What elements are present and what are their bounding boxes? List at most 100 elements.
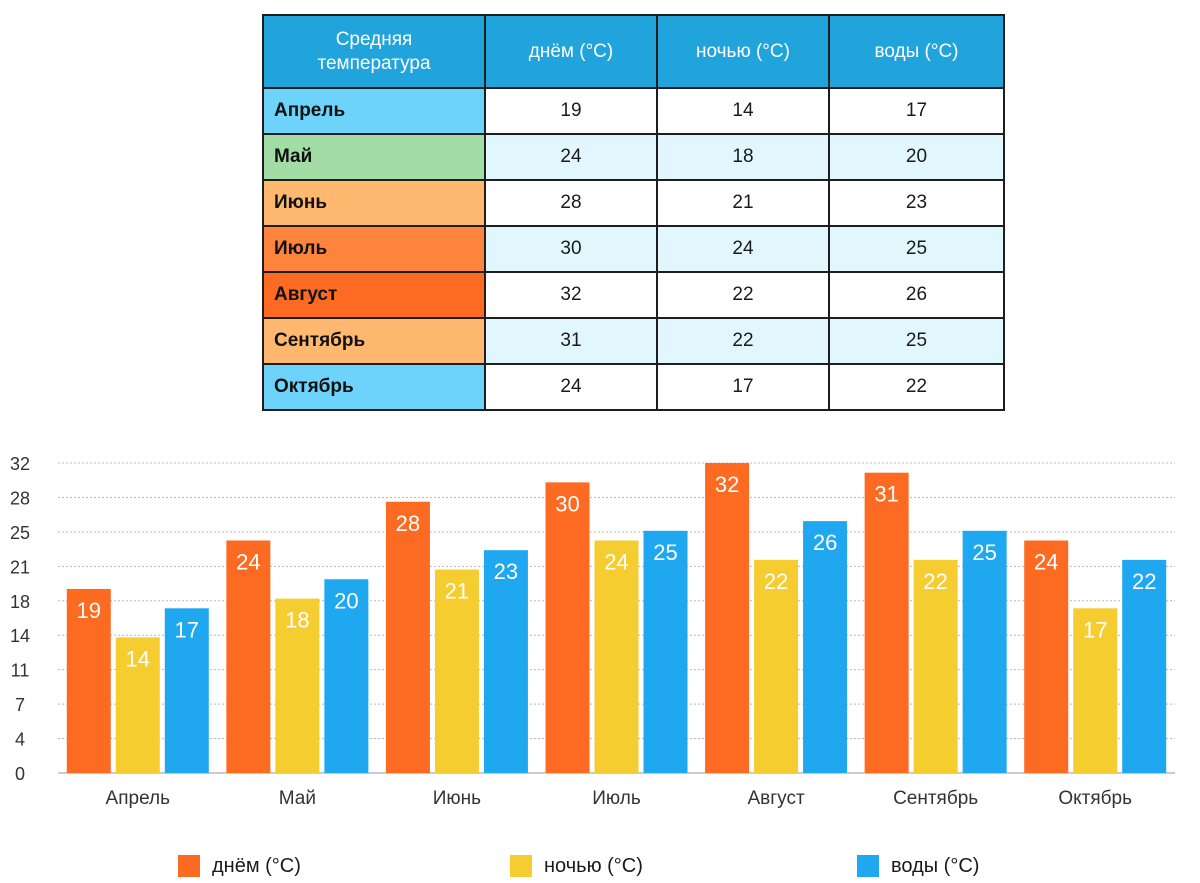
table-row: Июль 30 24 25 xyxy=(262,225,1005,273)
bar-value-label: 22 xyxy=(1132,569,1156,594)
table-row: Май 24 18 20 xyxy=(262,133,1005,181)
table-month-cell: Октябрь xyxy=(262,363,486,411)
y-tick-label: 21 xyxy=(10,557,30,577)
temperature-table: Средняя температура днём (°C) ночью (°C)… xyxy=(262,14,1005,411)
bar-water xyxy=(324,579,369,773)
bar-night xyxy=(434,569,479,773)
bar-day xyxy=(226,540,271,773)
bar-value-label: 20 xyxy=(334,588,358,613)
bar-value-label: 28 xyxy=(396,511,420,536)
table-value-cell: 21 xyxy=(656,179,830,227)
y-tick-label: 25 xyxy=(10,523,30,543)
bar-water xyxy=(643,530,688,773)
table-month-cell: Июнь xyxy=(262,179,486,227)
table-value-cell: 19 xyxy=(484,87,658,135)
bar-water xyxy=(803,521,848,773)
y-tick-label: 18 xyxy=(10,592,30,612)
y-tick-label: 4 xyxy=(15,730,25,750)
bar-value-label: 23 xyxy=(494,559,518,584)
legend-swatch-water xyxy=(857,855,879,877)
table-value-cell: 25 xyxy=(828,225,1005,273)
bar-value-label: 21 xyxy=(445,579,469,604)
table-value-cell: 22 xyxy=(656,271,830,319)
table-value-cell: 23 xyxy=(828,179,1005,227)
bar-value-label: 19 xyxy=(77,598,101,623)
x-tick-label: Апрель xyxy=(106,788,171,809)
table-row: Апрель 19 14 17 xyxy=(262,87,1005,135)
table-header-row: Средняя температура днём (°C) ночью (°C)… xyxy=(262,14,1005,89)
bar-water xyxy=(164,608,209,773)
table-value-cell: 14 xyxy=(656,87,830,135)
legend-item-night: ночью (°C) xyxy=(510,853,643,879)
bar-value-label: 18 xyxy=(285,608,309,633)
bar-value-label: 25 xyxy=(972,540,996,565)
table-month-cell: Август xyxy=(262,271,486,319)
y-tick-label: 7 xyxy=(15,695,25,715)
table-value-cell: 17 xyxy=(656,363,830,411)
bar-value-label: 32 xyxy=(715,472,739,497)
bar-night xyxy=(913,559,958,773)
bar-value-label: 30 xyxy=(555,491,579,516)
y-tick-label: 14 xyxy=(10,626,30,646)
x-tick-label: Июль xyxy=(592,788,641,809)
table-row: Август 32 22 26 xyxy=(262,271,1005,319)
bar-day xyxy=(545,482,590,773)
table-value-cell: 30 xyxy=(484,225,658,273)
bar-value-label: 26 xyxy=(813,530,837,555)
bar-day xyxy=(864,472,909,773)
legend-label-night: ночью (°C) xyxy=(544,854,643,877)
bar-day xyxy=(1024,540,1069,773)
table-value-cell: 20 xyxy=(828,133,1005,181)
table-header-water: воды (°C) xyxy=(828,14,1005,89)
table-row: Сентябрь 31 22 25 xyxy=(262,317,1005,365)
table-value-cell: 18 xyxy=(656,133,830,181)
bar-water xyxy=(1122,559,1167,773)
x-tick-label: Август xyxy=(747,788,804,809)
x-tick-label: Июнь xyxy=(433,788,481,809)
table-value-cell: 22 xyxy=(656,317,830,365)
table-value-cell: 31 xyxy=(484,317,658,365)
bar-night xyxy=(754,559,799,773)
bar-day xyxy=(705,463,750,773)
table-row: Октябрь 24 17 22 xyxy=(262,363,1005,411)
table-value-cell: 24 xyxy=(484,363,658,411)
table-month-cell: Июль xyxy=(262,225,486,273)
table-value-cell: 26 xyxy=(828,271,1005,319)
bar-night xyxy=(115,637,160,773)
bar-value-label: 24 xyxy=(1034,550,1058,575)
y-tick-label: 28 xyxy=(10,488,30,508)
bar-night xyxy=(1073,608,1118,773)
table-value-cell: 24 xyxy=(484,133,658,181)
table-header-corner: Средняя температура xyxy=(262,14,486,89)
bar-night xyxy=(594,540,639,773)
table-month-cell: Сентябрь xyxy=(262,317,486,365)
legend-item-water: воды (°C) xyxy=(857,853,979,879)
bar-night xyxy=(275,598,320,773)
legend-item-day: днём (°C) xyxy=(178,853,301,879)
table-value-cell: 17 xyxy=(828,87,1005,135)
bar-value-label: 14 xyxy=(126,646,150,671)
x-tick-label: Май xyxy=(279,788,316,809)
y-tick-label: 0 xyxy=(15,764,25,784)
table-value-cell: 24 xyxy=(656,225,830,273)
bar-value-label: 17 xyxy=(1083,617,1107,642)
legend-swatch-night xyxy=(510,855,532,877)
bar-value-label: 22 xyxy=(923,569,947,594)
table-value-cell: 25 xyxy=(828,317,1005,365)
table-value-cell: 32 xyxy=(484,271,658,319)
bar-day xyxy=(66,588,111,773)
bar-water xyxy=(962,530,1007,773)
legend-label-water: воды (°C) xyxy=(891,854,980,877)
y-tick-label: 32 xyxy=(10,454,30,474)
x-tick-label: Октябрь xyxy=(1058,788,1132,809)
table-value-cell: 22 xyxy=(828,363,1005,411)
table-month-cell: Май xyxy=(262,133,486,181)
bar-day xyxy=(385,501,430,773)
table-month-cell: Апрель xyxy=(262,87,486,135)
bar-value-label: 24 xyxy=(236,550,260,575)
bar-value-label: 17 xyxy=(175,617,199,642)
bar-value-label: 22 xyxy=(764,569,788,594)
table-value-cell: 28 xyxy=(484,179,658,227)
bar-value-label: 31 xyxy=(874,482,898,507)
table-row: Июнь 28 21 23 xyxy=(262,179,1005,227)
